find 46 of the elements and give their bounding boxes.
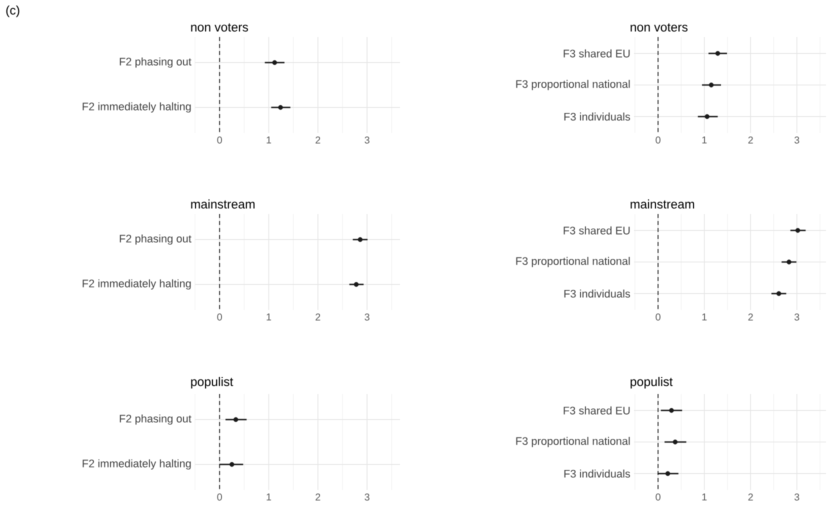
x-tick-label: 1 [702, 136, 707, 144]
x-tick-label: 1 [266, 314, 272, 320]
x-tick-label: 3 [364, 136, 370, 144]
y-tick-label: F3 proportional national [516, 80, 630, 90]
y-tick-label: F2 phasing out [120, 234, 192, 245]
chart-title: mainstream [191, 199, 255, 209]
x-tick-label: 3 [364, 314, 370, 321]
y-tick-label: F3 shared EU [564, 406, 630, 414]
text: (c) [6, 6, 20, 18]
x-tick-label: 2 [748, 136, 753, 144]
x-tick-label: 0 [656, 314, 660, 321]
x-tick-label: 3 [794, 494, 800, 501]
x-tick-label: 3 [364, 494, 370, 501]
y-tick-label: F2 immediately halting [82, 102, 191, 113]
y-tick-label: F2 immediately halting [82, 459, 191, 470]
x-tick-label: 2 [316, 136, 320, 144]
y-tick-label: F3 shared EU [564, 226, 630, 234]
y-tick-label: F2 phasing out [120, 414, 192, 425]
y-tick-label: F3 proportional national [516, 436, 630, 448]
y-tick-label: F2 immediately halting [82, 279, 191, 290]
x-tick-label: 0 [217, 314, 222, 321]
x-tick-label: 2 [748, 314, 753, 320]
y-tick-label: F3 individuals [564, 470, 630, 478]
x-tick-label: 2 [316, 314, 320, 320]
y-tick-label: F2 phasing out [120, 57, 192, 68]
x-tick-label: 1 [266, 494, 272, 500]
x-tick-label: 0 [656, 136, 660, 144]
chart-title: mainstream [630, 199, 694, 209]
x-tick-label: 1 [702, 314, 707, 320]
x-tick-label: 2 [748, 494, 753, 500]
x-tick-label: 1 [266, 136, 272, 144]
y-tick-label: F3 individuals [564, 290, 630, 298]
x-tick-label: 0 [656, 494, 660, 501]
y-tick-label: F3 proportional national [516, 256, 630, 268]
chart-title: populist [191, 376, 234, 389]
chart-title: populist [630, 376, 673, 389]
y-tick-label: F3 individuals [564, 112, 630, 121]
x-tick-label: 2 [316, 494, 320, 500]
x-tick-label: 0 [217, 136, 222, 144]
x-tick-label: 0 [217, 494, 222, 501]
y-tick-label: F3 shared EU [564, 49, 630, 58]
chart-title: non voters [630, 23, 688, 32]
x-tick-label: 1 [702, 494, 707, 500]
x-tick-label: 3 [794, 136, 800, 144]
chart-title: non voters [191, 23, 248, 32]
x-tick-label: 3 [794, 314, 800, 321]
